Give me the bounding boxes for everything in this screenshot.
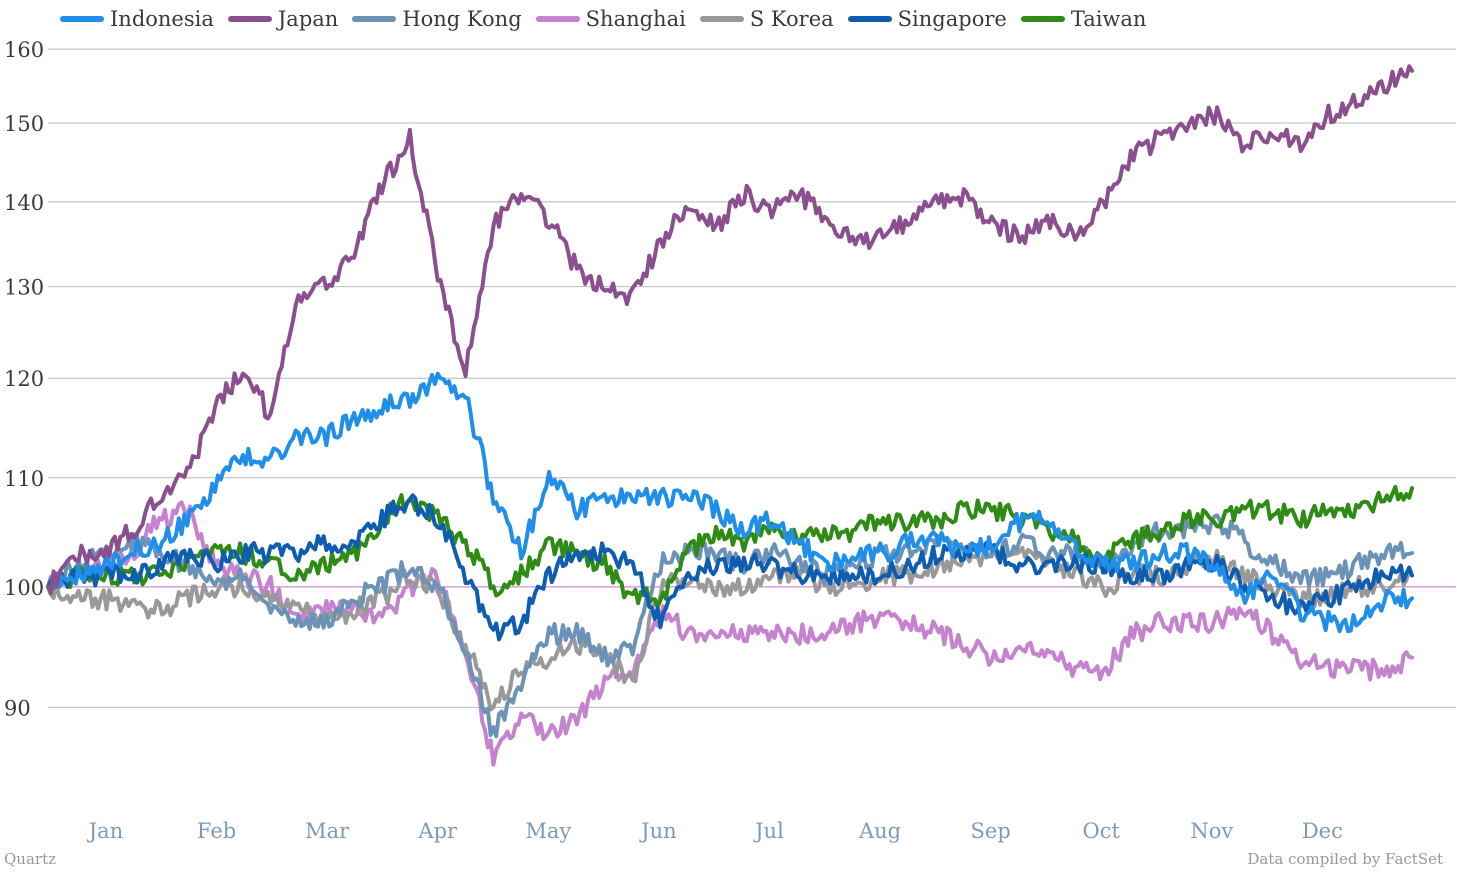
series-line-singapore: [46, 493, 1414, 642]
x-tick-label: Sep: [971, 819, 1011, 843]
legend-item: Japan: [227, 7, 339, 31]
y-tick-label: 120: [4, 367, 44, 391]
legend-label: Japan: [277, 7, 339, 31]
x-tick-label: Oct: [1083, 819, 1121, 843]
x-tick-label: Jun: [639, 819, 676, 843]
y-tick-label: 150: [4, 112, 44, 136]
series-line-indonesia: [46, 371, 1414, 634]
series-line-hong-kong: [46, 513, 1414, 739]
y-tick-label: 100: [4, 576, 44, 600]
y-axis: 90 100 110 120 130 140 150 160: [4, 38, 44, 720]
x-tick-label: Aug: [858, 819, 901, 843]
x-tick-label: May: [525, 819, 571, 843]
series-lines: [46, 64, 1414, 767]
y-tick-label: 160: [4, 38, 44, 62]
legend-swatch: [1020, 16, 1065, 22]
legend-label: Taiwan: [1070, 7, 1147, 31]
legend: Indonesia Japan Hong Kong Shanghai S Korea Si…: [60, 4, 1146, 34]
legend-swatch: [535, 16, 580, 22]
legend-swatch: [847, 16, 892, 22]
legend-swatch: [352, 16, 397, 22]
x-tick-label: Apr: [417, 819, 458, 843]
y-tick-label: 90: [4, 696, 31, 720]
y-tick-label: 140: [4, 191, 44, 215]
legend-item: Shanghai: [535, 7, 686, 31]
legend-label: Singapore: [897, 7, 1007, 31]
source-credit: Quartz: [4, 850, 57, 868]
legend-item: S Korea: [699, 7, 834, 31]
legend-swatch: [227, 16, 272, 22]
legend-label: Shanghai: [585, 7, 686, 31]
x-tick-label: Feb: [197, 819, 236, 843]
legend-item: Indonesia: [60, 7, 214, 31]
series-line-s-korea: [46, 543, 1414, 712]
x-tick-label: Nov: [1190, 819, 1233, 843]
x-tick-label: Dec: [1302, 819, 1343, 843]
legend-item: Hong Kong: [352, 7, 522, 31]
x-axis: Jan Feb Mar Apr May Jun Jul Aug Sep Oct Nov Dec: [87, 819, 1343, 843]
series-line-taiwan: [46, 484, 1414, 610]
legend-label: Indonesia: [110, 7, 214, 31]
legend-item: Singapore: [847, 7, 1007, 31]
legend-swatch: [699, 16, 744, 22]
legend-item: Taiwan: [1020, 7, 1147, 31]
y-tick-label: 110: [4, 467, 44, 491]
x-tick-label: Mar: [305, 819, 350, 843]
series-line-japan: [46, 64, 1414, 596]
data-credit: Data compiled by FactSet: [1247, 850, 1443, 868]
legend-swatch: [60, 16, 104, 22]
legend-label: S Korea: [749, 7, 834, 31]
x-tick-label: Jul: [753, 819, 784, 843]
x-tick-label: Jan: [87, 819, 123, 843]
legend-label: Hong Kong: [402, 7, 522, 31]
y-tick-label: 130: [4, 276, 44, 300]
